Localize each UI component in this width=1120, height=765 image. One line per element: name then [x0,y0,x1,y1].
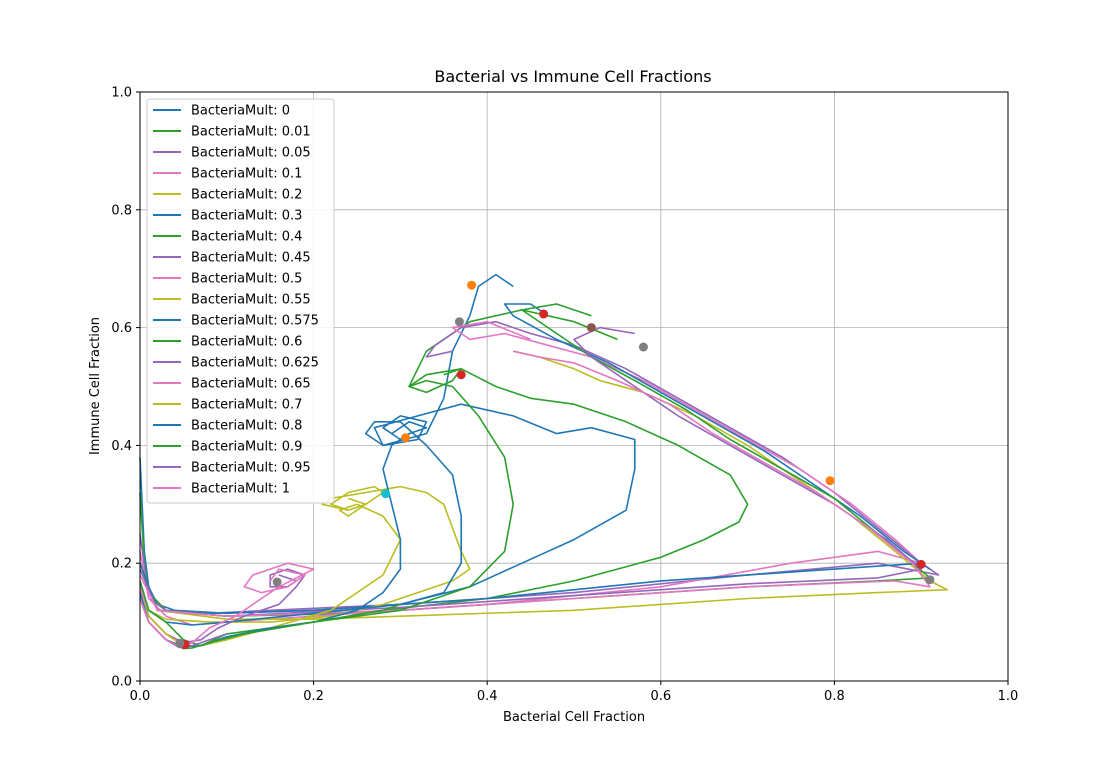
y-tick-label: 0.4 [111,439,132,454]
legend-label: BacteriaMult: 0.2 [191,188,302,203]
legend-label: BacteriaMult: 0.95 [191,461,311,476]
legend-label: BacteriaMult: 0.4 [191,230,302,245]
point-marker-3 [454,317,464,327]
point-marker-10 [925,575,935,585]
legend-label: BacteriaMult: 0.5 [191,272,302,287]
legend-label: BacteriaMult: 0.1 [191,167,302,182]
point-marker-1 [539,309,549,319]
legend-label: BacteriaMult: 0.625 [191,356,319,371]
series-line-0 [139,273,636,615]
legend-box [146,98,335,504]
series-line-9 [139,485,471,623]
x-tick-label: 0.8 [824,689,845,704]
point-marker-7 [381,489,391,499]
y-axis-label: Immune Cell Fraction [88,317,103,455]
x-tick-label: 0.2 [303,689,324,704]
x-tick-label: 0.0 [130,689,151,704]
point-marker-9 [916,559,926,569]
plot-frame [139,91,1009,682]
legend-label: BacteriaMult: 0.01 [191,125,311,140]
legend-label: BacteriaMult: 0.6 [191,335,302,350]
point-marker-0 [467,280,477,290]
y-tick-label: 0.2 [111,557,132,572]
point-marker-5 [456,370,466,380]
point-marker-6 [401,433,411,443]
y-tick-label: 0.0 [111,675,132,690]
point-marker-4 [638,342,648,352]
legend-label: BacteriaMult: 0.05 [191,146,311,161]
point-marker-2 [586,323,596,333]
y-axis: 0.0 0.2 0.4 0.6 0.8 1.0 [111,86,140,690]
legend-label: BacteriaMult: 0.575 [191,314,319,329]
point-marker-13 [175,638,185,648]
series-line-10 [139,415,462,626]
legend-label: BacteriaMult: 0 [191,104,290,119]
legend-label: BacteriaMult: 0.55 [191,293,311,308]
legend-label: BacteriaMult: 0.9 [191,440,302,455]
series-line-8 [139,350,931,617]
x-tick-label: 0.6 [650,689,671,704]
point-marker-11 [272,577,282,587]
series-line-14 [139,497,402,647]
marker-group [175,280,935,649]
legend-label: BacteriaMult: 0.45 [191,251,311,266]
x-tick-label: 1.0 [998,689,1019,704]
legend-label: BacteriaMult: 0.8 [191,419,302,434]
y-tick-label: 0.8 [111,203,132,218]
point-marker-8 [825,476,835,486]
x-axis-label: Bacterial Cell Fraction [503,710,645,725]
legend-label: BacteriaMult: 0.65 [191,377,311,392]
x-tick-label: 0.4 [477,689,498,704]
y-tick-label: 0.6 [111,321,132,336]
legend-label: BacteriaMult: 0.7 [191,398,302,413]
chart-title: Bacterial vs Immune Cell Fractions [434,67,711,86]
legend-label: BacteriaMult: 0.3 [191,209,302,224]
x-axis: 0.0 0.2 0.4 0.6 0.8 1.0 [130,681,1019,704]
y-tick-label: 1.0 [111,86,132,101]
legend: BacteriaMult: 0 BacteriaMult: 0.01 Bacteri… [146,98,335,504]
legend-label: BacteriaMult: 1 [191,482,290,497]
